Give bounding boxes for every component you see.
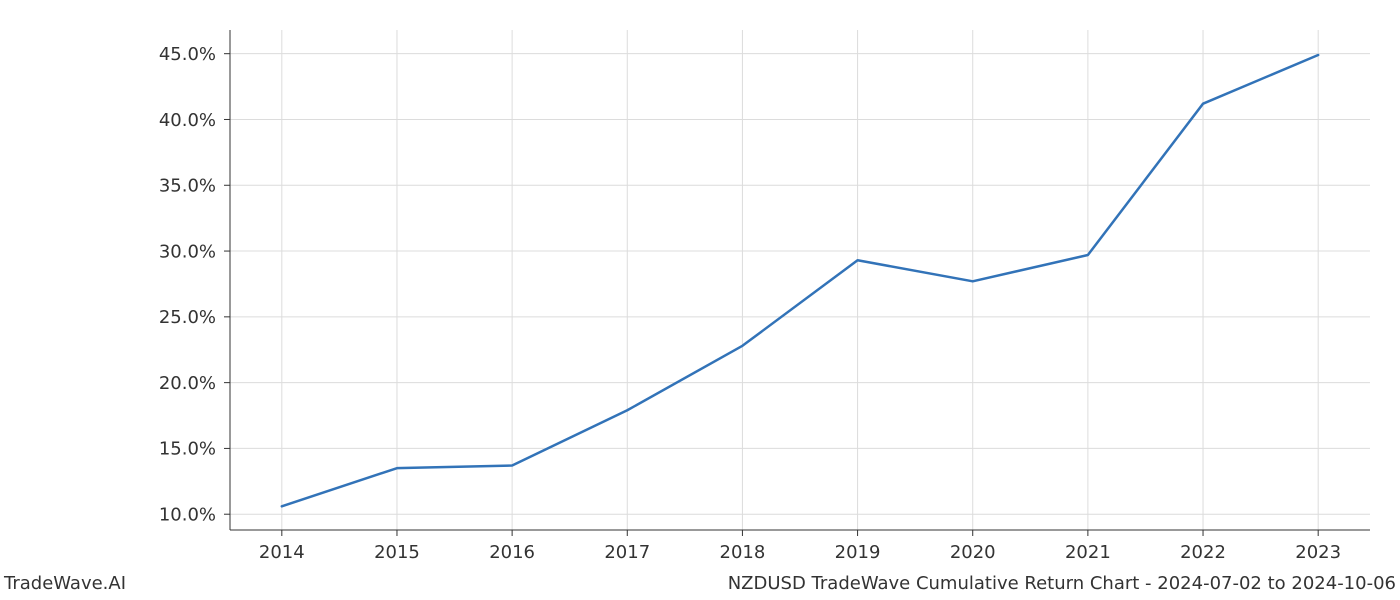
- y-tick-label: 20.0%: [159, 373, 216, 394]
- chart-container: 2014 2015 2016 2017 2018 2019 2020 2021 2022 2023…: [0, 0, 1400, 600]
- x-tick-label: 2017: [604, 542, 650, 563]
- y-tick-label: 35.0%: [159, 176, 216, 197]
- y-tick-label: 40.0%: [159, 110, 216, 131]
- y-tick-label: 10.0%: [159, 505, 216, 526]
- line-chart: 2014 2015 2016 2017 2018 2019 2020 2021 2022 2023…: [0, 0, 1400, 600]
- x-tick-label: 2023: [1295, 542, 1341, 563]
- x-tick-label: 2019: [835, 542, 881, 563]
- x-tick-label: 2016: [489, 542, 535, 563]
- x-tick-label: 2020: [950, 542, 996, 563]
- x-tick-label: 2018: [720, 542, 766, 563]
- footer-brand: TradeWave.AI: [4, 573, 126, 594]
- x-tick-label: 2015: [374, 542, 420, 563]
- y-tick-label: 45.0%: [159, 44, 216, 65]
- x-tick-label: 2014: [259, 542, 305, 563]
- footer-caption: NZDUSD TradeWave Cumulative Return Chart…: [728, 573, 1396, 594]
- y-tick-label: 25.0%: [159, 307, 216, 328]
- y-tick-label: 30.0%: [159, 241, 216, 262]
- y-tick-label: 15.0%: [159, 439, 216, 460]
- x-tick-label: 2021: [1065, 542, 1111, 563]
- x-tick-label: 2022: [1180, 542, 1226, 563]
